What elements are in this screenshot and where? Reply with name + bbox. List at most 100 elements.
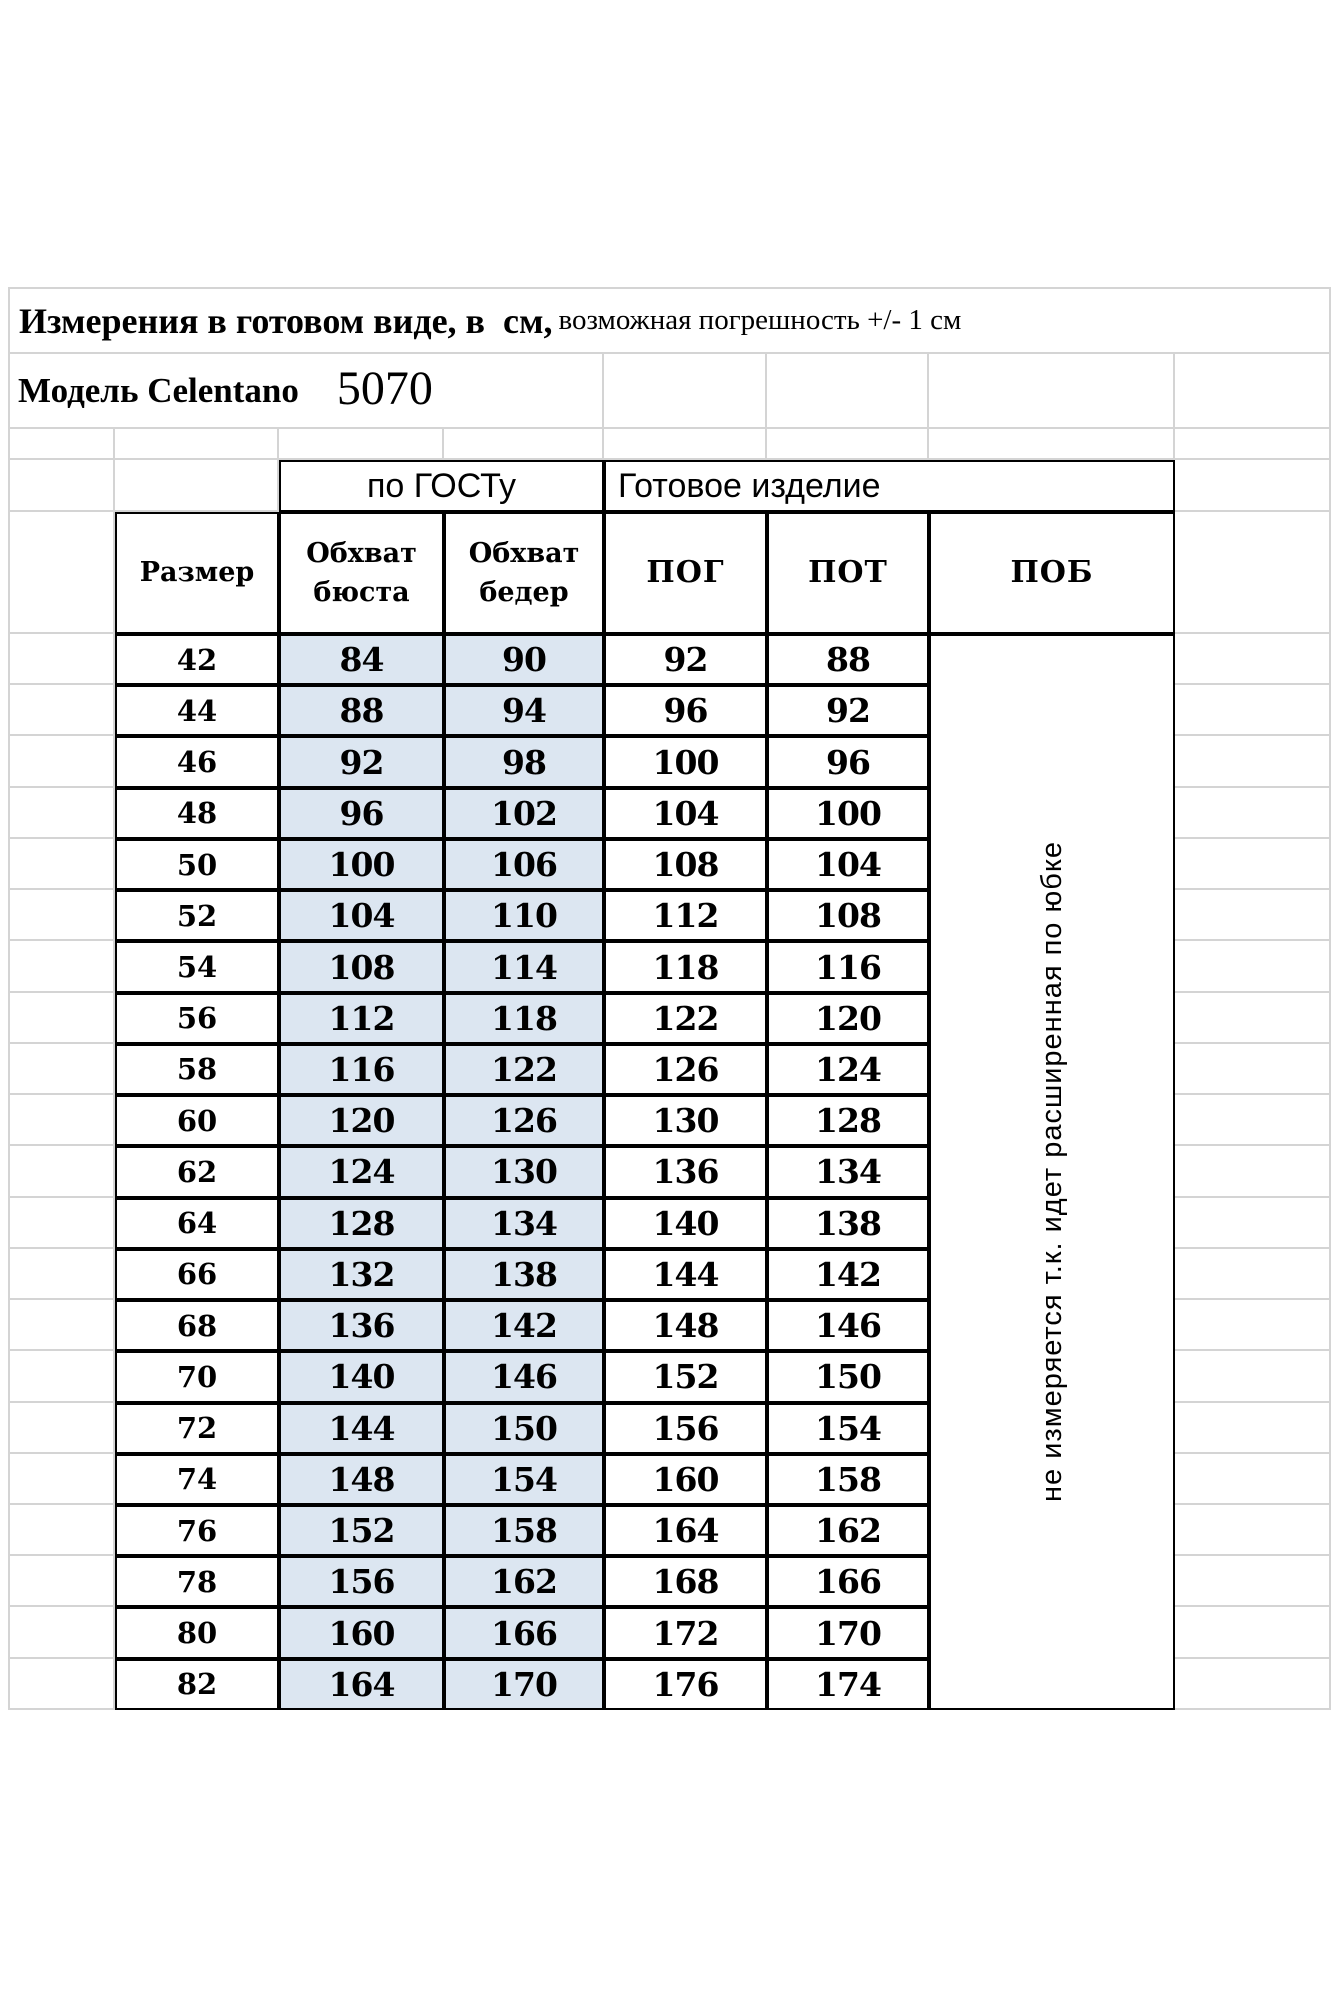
col-header-bust-girth: Обхват бюста xyxy=(279,512,444,634)
empty-cell xyxy=(1175,1248,1331,1301)
size-cell: 74 xyxy=(115,1453,279,1505)
hip-girth-cell: 130 xyxy=(444,1146,604,1198)
bust-girth-cell: 116 xyxy=(279,1043,444,1096)
hip-girth-cell: 106 xyxy=(444,838,604,891)
bust-girth-cell: 92 xyxy=(279,736,444,788)
hip-girth-cell: 90 xyxy=(444,634,604,686)
pot-cell: 166 xyxy=(767,1556,929,1608)
size-cell: 82 xyxy=(115,1658,279,1710)
empty-cell xyxy=(1175,1504,1331,1557)
pot-cell: 104 xyxy=(767,838,929,891)
size-cell: 60 xyxy=(115,1095,279,1147)
empty-cell xyxy=(1175,1095,1331,1147)
size-cell: 66 xyxy=(115,1248,279,1301)
pog-cell: 148 xyxy=(604,1300,767,1352)
pog-cell: 160 xyxy=(604,1453,767,1505)
bust-girth-cell: 108 xyxy=(279,941,444,993)
empty-cell xyxy=(1175,1658,1331,1710)
pot-cell: 162 xyxy=(767,1504,929,1557)
pot-cell: 158 xyxy=(767,1453,929,1505)
empty-cell xyxy=(1175,1197,1331,1249)
hip-girth-cell: 118 xyxy=(444,992,604,1044)
pot-cell: 88 xyxy=(767,634,929,686)
pog-cell: 130 xyxy=(604,1095,767,1147)
col-header-pog: ПОГ xyxy=(604,512,767,634)
empty-cell xyxy=(1175,890,1331,942)
pog-cell: 164 xyxy=(604,1504,767,1557)
empty-cell xyxy=(444,429,604,460)
title-text: Измерения в готовом виде, в см, xyxy=(19,300,553,341)
hip-girth-cell: 134 xyxy=(444,1197,604,1249)
empty-cell xyxy=(279,429,444,460)
empty-cell xyxy=(1175,512,1331,634)
empty-cell xyxy=(10,685,115,737)
empty-cell xyxy=(10,460,115,512)
empty-cell xyxy=(1175,634,1331,686)
size-cell: 56 xyxy=(115,992,279,1044)
empty-cell xyxy=(767,429,929,460)
size-cell: 54 xyxy=(115,941,279,993)
spreadsheet-grid: Измерения в готовом виде, в см, возможна… xyxy=(8,287,1331,1710)
pot-cell: 100 xyxy=(767,787,929,839)
size-cell: 58 xyxy=(115,1043,279,1096)
bust-girth-cell: 84 xyxy=(279,634,444,686)
empty-cell xyxy=(929,429,1175,460)
pog-cell: 140 xyxy=(604,1197,767,1249)
pot-cell: 134 xyxy=(767,1146,929,1198)
bust-girth-cell: 96 xyxy=(279,787,444,839)
bust-girth-cell: 156 xyxy=(279,1556,444,1608)
empty-cell xyxy=(929,354,1175,429)
col-header-size: Размер xyxy=(115,512,279,634)
empty-cell xyxy=(10,941,115,993)
hip-girth-cell: 138 xyxy=(444,1248,604,1301)
hip-girth-cell: 150 xyxy=(444,1402,604,1454)
empty-cell xyxy=(10,1300,115,1352)
size-cell: 68 xyxy=(115,1300,279,1352)
model-label: Модель Celentano xyxy=(18,370,299,410)
bust-girth-cell: 140 xyxy=(279,1351,444,1403)
size-cell: 48 xyxy=(115,787,279,839)
size-cell: 80 xyxy=(115,1607,279,1659)
empty-cell xyxy=(10,1607,115,1659)
hip-girth-cell: 94 xyxy=(444,685,604,737)
empty-cell xyxy=(115,429,279,460)
pot-cell: 108 xyxy=(767,890,929,942)
pot-cell: 174 xyxy=(767,1658,929,1710)
pot-cell: 146 xyxy=(767,1300,929,1352)
pog-cell: 168 xyxy=(604,1556,767,1608)
bust-girth-cell: 124 xyxy=(279,1146,444,1198)
pot-cell: 124 xyxy=(767,1043,929,1096)
pot-cell: 120 xyxy=(767,992,929,1044)
empty-cell xyxy=(10,992,115,1044)
size-cell: 64 xyxy=(115,1197,279,1249)
hip-girth-cell: 146 xyxy=(444,1351,604,1403)
empty-cell xyxy=(10,634,115,686)
bust-girth-cell: 128 xyxy=(279,1197,444,1249)
empty-cell xyxy=(1175,685,1331,737)
hip-girth-cell: 98 xyxy=(444,736,604,788)
empty-cell xyxy=(1175,429,1331,460)
pot-cell: 142 xyxy=(767,1248,929,1301)
empty-cell xyxy=(10,429,115,460)
col-header-pob: ПОБ xyxy=(929,512,1175,634)
pog-cell: 112 xyxy=(604,890,767,942)
size-cell: 46 xyxy=(115,736,279,788)
pog-cell: 108 xyxy=(604,838,767,891)
pot-cell: 154 xyxy=(767,1402,929,1454)
empty-cell xyxy=(1175,787,1331,839)
pog-cell: 176 xyxy=(604,1658,767,1710)
empty-cell xyxy=(1175,941,1331,993)
hip-girth-cell: 154 xyxy=(444,1453,604,1505)
empty-cell xyxy=(10,1556,115,1608)
col-header-hip-girth: Обхват бедер xyxy=(444,512,604,634)
empty-cell xyxy=(10,736,115,788)
empty-cell xyxy=(10,1453,115,1505)
size-cell: 78 xyxy=(115,1556,279,1608)
empty-cell xyxy=(1175,1556,1331,1608)
size-cell: 50 xyxy=(115,838,279,891)
size-cell: 70 xyxy=(115,1351,279,1403)
empty-cell xyxy=(1175,1043,1331,1096)
pot-cell: 170 xyxy=(767,1607,929,1659)
bust-girth-cell: 120 xyxy=(279,1095,444,1147)
empty-cell xyxy=(10,1658,115,1710)
